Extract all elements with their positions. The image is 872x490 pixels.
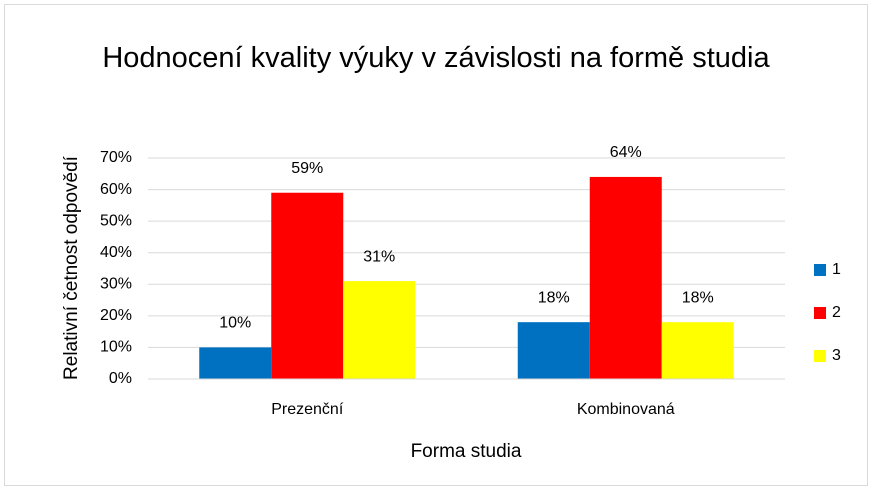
legend-label: 3 (832, 347, 841, 364)
x-tick-label: Kombinovaná (577, 401, 675, 418)
x-tick-label: Prezenční (271, 401, 344, 418)
bar (517, 322, 590, 379)
bar (589, 176, 662, 379)
chart-title: Hodnocení kvality výuky v závislosti na … (102, 42, 770, 74)
value-label: 18% (682, 289, 714, 306)
bar (343, 281, 416, 379)
x-axis-title: Forma studia (411, 441, 522, 462)
chart-border (4, 4, 868, 486)
legend-label: 2 (832, 304, 841, 321)
value-label: 10% (219, 315, 251, 332)
legend-swatch (814, 264, 826, 276)
y-tick-label: 40% (100, 244, 132, 261)
value-label: 18% (538, 289, 570, 306)
y-tick-label: 0% (109, 370, 132, 387)
bar (271, 192, 344, 379)
bar (661, 322, 734, 379)
value-label: 31% (363, 248, 395, 265)
y-tick-label: 70% (100, 149, 132, 166)
y-tick-label: 50% (100, 212, 132, 229)
y-tick-label: 30% (100, 276, 132, 293)
legend-label: 1 (832, 261, 841, 278)
bar (199, 347, 272, 379)
y-tick-label: 20% (100, 307, 132, 324)
legend-swatch (814, 350, 826, 362)
value-label: 64% (610, 144, 642, 161)
y-tick-label: 10% (100, 339, 132, 356)
y-axis-title: Relativní četnost odpovědí (61, 155, 82, 380)
y-tick-label: 60% (100, 181, 132, 198)
legend-swatch (814, 307, 826, 319)
value-label: 59% (291, 160, 323, 177)
